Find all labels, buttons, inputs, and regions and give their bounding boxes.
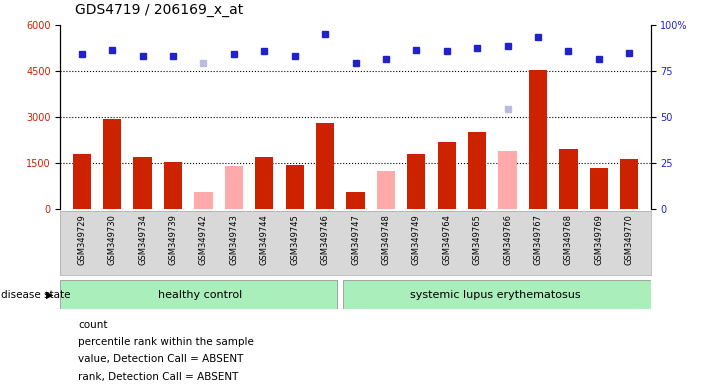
Bar bbox=[164, 162, 182, 209]
Text: GSM349748: GSM349748 bbox=[381, 214, 390, 265]
Bar bbox=[134, 157, 151, 209]
Text: ▶: ▶ bbox=[46, 290, 53, 300]
Text: GDS4719 / 206169_x_at: GDS4719 / 206169_x_at bbox=[75, 3, 243, 17]
Bar bbox=[407, 154, 425, 209]
Text: GSM349766: GSM349766 bbox=[503, 214, 512, 265]
Bar bbox=[529, 70, 547, 209]
Bar bbox=[377, 171, 395, 209]
Text: value, Detection Call = ABSENT: value, Detection Call = ABSENT bbox=[78, 354, 244, 364]
Bar bbox=[60, 280, 337, 309]
Text: GSM349749: GSM349749 bbox=[412, 214, 421, 265]
Text: GSM349742: GSM349742 bbox=[199, 214, 208, 265]
Text: GSM349729: GSM349729 bbox=[77, 214, 86, 265]
Bar bbox=[255, 157, 273, 209]
Bar bbox=[468, 132, 486, 209]
Text: GSM349746: GSM349746 bbox=[321, 214, 330, 265]
Bar bbox=[560, 149, 577, 209]
Text: GSM349767: GSM349767 bbox=[533, 214, 542, 265]
Bar bbox=[438, 142, 456, 209]
Bar bbox=[73, 154, 91, 209]
Text: GSM349744: GSM349744 bbox=[260, 214, 269, 265]
Bar bbox=[346, 192, 365, 209]
Text: GSM349734: GSM349734 bbox=[138, 214, 147, 265]
Text: disease state: disease state bbox=[1, 290, 71, 300]
Bar bbox=[620, 159, 638, 209]
Text: GSM349769: GSM349769 bbox=[594, 214, 604, 265]
Text: GSM349747: GSM349747 bbox=[351, 214, 360, 265]
Text: GSM349739: GSM349739 bbox=[169, 214, 178, 265]
Bar bbox=[589, 168, 608, 209]
Bar bbox=[498, 151, 517, 209]
Text: GSM349764: GSM349764 bbox=[442, 214, 451, 265]
Text: GSM349730: GSM349730 bbox=[107, 214, 117, 265]
Text: GSM349765: GSM349765 bbox=[473, 214, 481, 265]
Bar bbox=[103, 119, 122, 209]
Text: GSM349745: GSM349745 bbox=[290, 214, 299, 265]
Text: GSM349768: GSM349768 bbox=[564, 214, 573, 265]
Text: percentile rank within the sample: percentile rank within the sample bbox=[78, 337, 254, 347]
Text: rank, Detection Call = ABSENT: rank, Detection Call = ABSENT bbox=[78, 372, 239, 382]
Text: systemic lupus erythematosus: systemic lupus erythematosus bbox=[410, 290, 581, 300]
Text: GSM349770: GSM349770 bbox=[625, 214, 634, 265]
Text: count: count bbox=[78, 320, 107, 330]
Bar bbox=[316, 123, 334, 209]
Bar bbox=[225, 166, 243, 209]
Text: GSM349743: GSM349743 bbox=[230, 214, 238, 265]
Bar bbox=[286, 165, 304, 209]
Bar bbox=[343, 280, 651, 309]
Bar bbox=[194, 192, 213, 209]
Text: healthy control: healthy control bbox=[158, 290, 242, 300]
